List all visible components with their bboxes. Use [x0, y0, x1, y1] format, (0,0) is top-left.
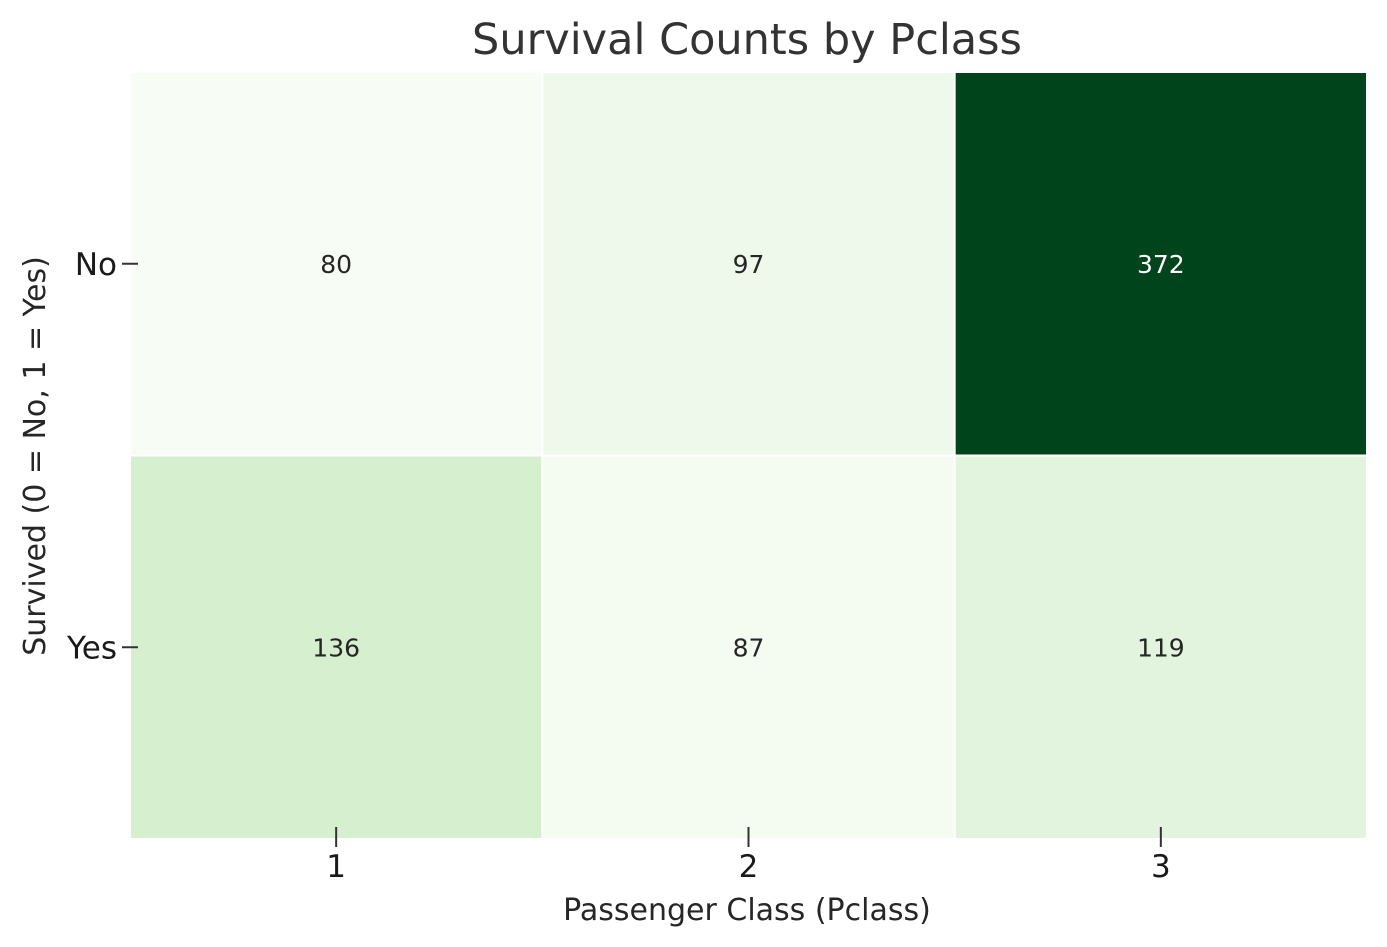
cell-value-label: 136 [312, 633, 360, 662]
heatmap-cell-yes-1 [129, 454, 544, 840]
heatmap-cell-yes-2 [541, 454, 956, 840]
y-axis: No Yes [66, 247, 138, 666]
cell-value-label: 372 [1137, 250, 1185, 279]
heatmap-cell-no-2 [541, 71, 956, 457]
x-tick-label: 3 [1151, 849, 1171, 885]
heatmap-cell-no-3 [953, 71, 1369, 457]
y-tick-label: Yes [66, 630, 117, 666]
y-axis-label: Survived (0 = No, 1 = Yes) [18, 256, 53, 656]
heatmap-cell-no-1 [129, 71, 544, 457]
x-tick-label: 1 [326, 849, 346, 885]
cell-value-label: 80 [320, 250, 352, 279]
cell-value-label: 97 [733, 250, 765, 279]
heatmap-cell-yes-3 [953, 454, 1369, 840]
chart-title: Survival Counts by Pclass [472, 15, 1022, 65]
x-axis: 1 2 3 [326, 827, 1171, 885]
cell-value-label: 87 [733, 633, 765, 662]
cell-value-label: 119 [1137, 633, 1185, 662]
x-tick-label: 2 [739, 849, 759, 885]
heatmap-cells: 80 97 372 136 87 119 [129, 71, 1369, 840]
y-tick-label: No [75, 247, 117, 283]
x-axis-label: Passenger Class (Pclass) [563, 893, 931, 928]
